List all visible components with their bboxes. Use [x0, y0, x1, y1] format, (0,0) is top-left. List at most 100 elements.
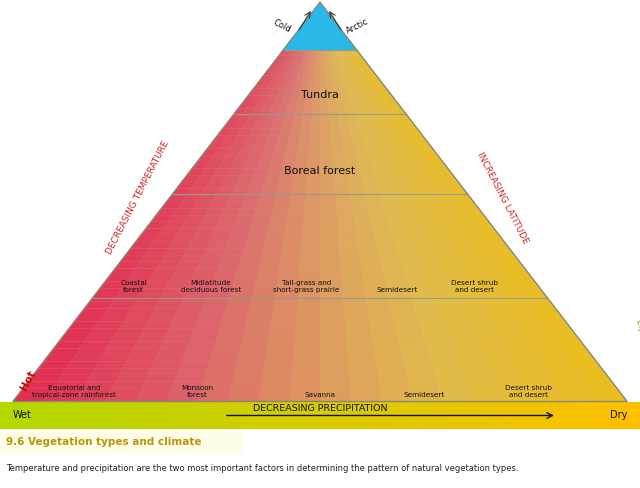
- Polygon shape: [402, 135, 417, 142]
- Polygon shape: [417, 255, 440, 262]
- Polygon shape: [339, 255, 360, 262]
- Polygon shape: [373, 175, 389, 182]
- Text: Semidesert: Semidesert: [404, 392, 445, 398]
- Polygon shape: [209, 235, 230, 242]
- Polygon shape: [332, 75, 339, 82]
- Polygon shape: [320, 155, 332, 162]
- Polygon shape: [394, 109, 407, 115]
- Polygon shape: [159, 295, 185, 302]
- Polygon shape: [549, 375, 582, 382]
- Polygon shape: [288, 42, 296, 49]
- Polygon shape: [234, 275, 257, 282]
- Polygon shape: [265, 355, 293, 362]
- Polygon shape: [342, 148, 355, 155]
- Polygon shape: [320, 395, 351, 402]
- Polygon shape: [246, 115, 259, 122]
- Polygon shape: [562, 395, 596, 402]
- Polygon shape: [404, 368, 435, 375]
- Polygon shape: [234, 135, 248, 142]
- Polygon shape: [413, 175, 431, 182]
- Polygon shape: [320, 22, 322, 29]
- Polygon shape: [492, 282, 518, 288]
- Polygon shape: [320, 255, 340, 262]
- Polygon shape: [415, 248, 436, 255]
- Polygon shape: [315, 62, 320, 69]
- Polygon shape: [84, 302, 113, 308]
- Polygon shape: [243, 195, 260, 202]
- Polygon shape: [592, 395, 627, 402]
- Polygon shape: [131, 242, 154, 248]
- Polygon shape: [314, 36, 317, 42]
- Polygon shape: [365, 75, 375, 82]
- Polygon shape: [303, 208, 320, 215]
- Bar: [299, 402, 309, 429]
- Polygon shape: [305, 16, 311, 22]
- Polygon shape: [340, 89, 349, 95]
- Polygon shape: [252, 215, 271, 222]
- Polygon shape: [508, 308, 536, 315]
- Polygon shape: [79, 308, 108, 315]
- Polygon shape: [173, 315, 200, 322]
- Polygon shape: [296, 49, 302, 56]
- Polygon shape: [409, 388, 441, 395]
- Polygon shape: [265, 235, 284, 242]
- Polygon shape: [339, 29, 346, 36]
- Polygon shape: [342, 75, 351, 82]
- Polygon shape: [228, 295, 252, 302]
- Polygon shape: [324, 49, 328, 56]
- Polygon shape: [467, 215, 489, 222]
- Polygon shape: [320, 102, 328, 109]
- Polygon shape: [306, 56, 312, 62]
- Polygon shape: [223, 135, 238, 142]
- Polygon shape: [226, 302, 251, 308]
- Polygon shape: [361, 268, 383, 275]
- Polygon shape: [279, 262, 300, 268]
- Polygon shape: [319, 2, 320, 9]
- Polygon shape: [230, 228, 250, 235]
- Polygon shape: [320, 2, 321, 9]
- Polygon shape: [506, 348, 537, 355]
- Polygon shape: [273, 148, 286, 155]
- Polygon shape: [320, 288, 342, 295]
- Polygon shape: [316, 42, 320, 49]
- Polygon shape: [263, 242, 283, 248]
- Polygon shape: [279, 49, 288, 56]
- Polygon shape: [396, 328, 422, 335]
- Polygon shape: [365, 195, 381, 202]
- Polygon shape: [320, 382, 349, 388]
- Polygon shape: [308, 75, 314, 82]
- Polygon shape: [290, 388, 320, 395]
- Polygon shape: [366, 69, 376, 75]
- Polygon shape: [348, 182, 363, 188]
- Polygon shape: [214, 342, 242, 348]
- Polygon shape: [273, 148, 286, 155]
- Polygon shape: [310, 62, 316, 69]
- Polygon shape: [269, 69, 279, 75]
- Bar: [597, 402, 608, 429]
- Polygon shape: [275, 142, 288, 148]
- Polygon shape: [177, 202, 197, 208]
- Polygon shape: [317, 2, 320, 9]
- Polygon shape: [340, 135, 352, 142]
- Polygon shape: [347, 175, 362, 182]
- Polygon shape: [396, 248, 417, 255]
- Polygon shape: [445, 235, 467, 242]
- Polygon shape: [317, 36, 320, 42]
- Polygon shape: [320, 215, 337, 222]
- Polygon shape: [327, 16, 332, 22]
- Polygon shape: [320, 168, 333, 175]
- Polygon shape: [320, 208, 337, 215]
- Polygon shape: [301, 115, 311, 122]
- Polygon shape: [246, 235, 266, 242]
- Polygon shape: [177, 182, 196, 188]
- Polygon shape: [265, 75, 275, 82]
- Polygon shape: [291, 368, 320, 375]
- Polygon shape: [260, 188, 277, 195]
- Polygon shape: [326, 42, 331, 49]
- Polygon shape: [294, 335, 320, 342]
- Polygon shape: [160, 255, 184, 262]
- Polygon shape: [320, 22, 322, 29]
- Polygon shape: [311, 36, 315, 42]
- Polygon shape: [408, 382, 439, 388]
- Polygon shape: [329, 42, 334, 49]
